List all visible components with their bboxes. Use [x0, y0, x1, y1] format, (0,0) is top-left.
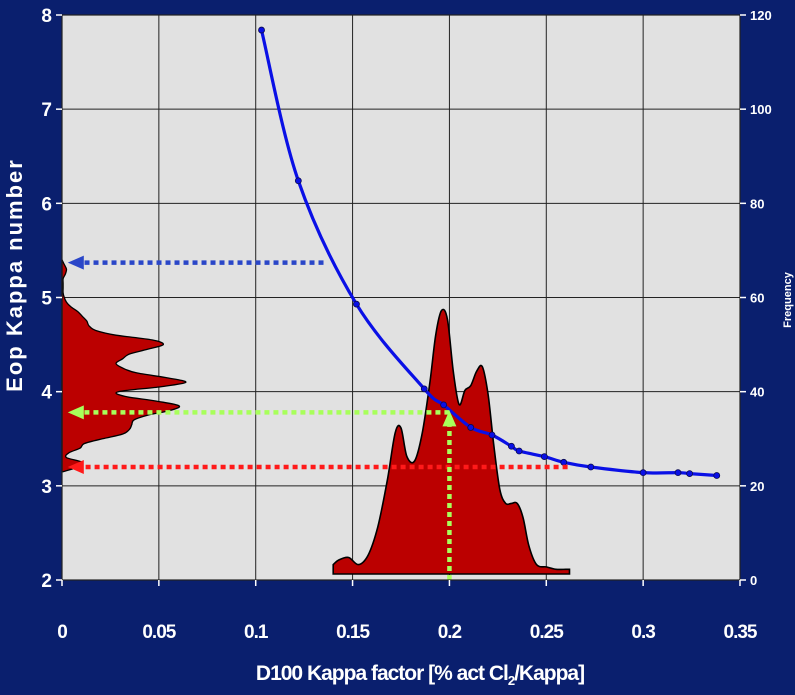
- dotted-arrows: [67, 255, 568, 580]
- y2-tick-label: 100: [750, 102, 772, 117]
- y2-tick-label: 120: [750, 8, 772, 23]
- curve-point: [686, 470, 694, 477]
- y2-axis-label: Frequency: [782, 271, 794, 328]
- y-tick-label: 7: [41, 100, 52, 121]
- y2-axis-ticks: 0 20 40 60 80 100 120: [740, 8, 772, 588]
- x-axis-ticks: 0 0.05 0.1 0.15 0.2 0.25 0.3 0.35: [57, 580, 759, 643]
- kappa-distribution-area: [61, 259, 187, 473]
- red-kappa-arrow: [67, 460, 568, 474]
- y-tick-label: 3: [41, 477, 52, 498]
- x-axis-label: D100 Kappa factor [% act Cl2/Kappa]: [256, 662, 584, 688]
- x-axis-label-main: D100 Kappa factor [% act Cl: [256, 662, 508, 685]
- y2-tick-label: 20: [750, 479, 764, 494]
- y2-tick-label: 0: [750, 573, 757, 588]
- blue-kappa-arrow-head: [67, 255, 84, 270]
- x-tick-label: 0.35: [724, 622, 758, 643]
- y-tick-label: 6: [41, 194, 52, 215]
- x-tick-label: 0.3: [631, 622, 655, 643]
- x-tick-label: 0.1: [244, 622, 269, 643]
- y2-tick-label: 80: [750, 196, 764, 211]
- green-kappa-arrow-head: [67, 405, 84, 420]
- y-axis-label: Eop Kappa number: [2, 158, 27, 392]
- curve-points: [258, 26, 721, 479]
- blue-kappa-arrow: [67, 255, 324, 270]
- x-tick-label: 0.2: [438, 622, 462, 643]
- green-kappa-arrow: [67, 405, 450, 420]
- x-axis-label-tail: /Kappa]: [514, 662, 584, 685]
- curve-point: [587, 463, 595, 471]
- green-factor-arrow: [442, 410, 457, 580]
- red-kappa-arrow-head: [67, 460, 84, 474]
- y-tick-label: 5: [41, 289, 52, 310]
- curve-point: [515, 447, 523, 455]
- x-tick-label: 0.15: [336, 622, 370, 643]
- y2-tick-label: 40: [750, 385, 764, 400]
- curve-point: [294, 177, 302, 185]
- x-tick-label: 0.05: [142, 622, 176, 643]
- curve-point: [440, 401, 448, 409]
- y2-tick-label: 60: [750, 291, 764, 306]
- y-tick-label: 4: [41, 383, 52, 404]
- curve-point: [258, 26, 265, 34]
- y-tick-label: 2: [41, 571, 52, 592]
- curve-point: [639, 469, 647, 477]
- curve-point: [488, 431, 496, 439]
- curve-point: [353, 300, 360, 308]
- curve-point: [540, 453, 548, 461]
- x-axis-label-subscript: 2: [508, 673, 515, 688]
- curve-point: [674, 469, 682, 477]
- curve-point: [508, 442, 515, 450]
- green-factor-arrow-head: [442, 410, 457, 427]
- curve-point: [713, 472, 721, 479]
- x-tick-label: 0.25: [530, 622, 564, 643]
- curve-point: [560, 458, 568, 466]
- x-tick-label: 0: [57, 622, 67, 643]
- curve-point: [467, 424, 475, 431]
- y-axis-ticks: 2 3 4 5 6 7 8: [41, 6, 62, 592]
- y-tick-label: 8: [41, 6, 52, 27]
- curve-point: [420, 385, 428, 393]
